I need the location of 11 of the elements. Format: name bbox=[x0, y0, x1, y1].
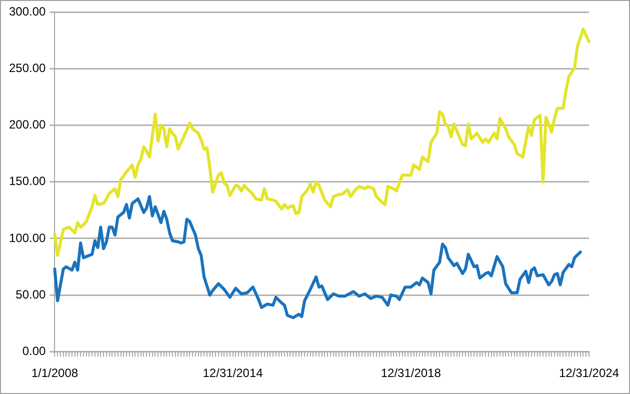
x-tick-label: 1/1/2008 bbox=[31, 366, 78, 380]
y-tick-label: 150.00 bbox=[9, 174, 46, 188]
x-tick-label: 12/31/2014 bbox=[202, 366, 264, 380]
y-tick-label: 0.00 bbox=[22, 344, 46, 358]
x-tick-label: 12/31/2018 bbox=[380, 366, 442, 380]
y-tick-label: 50.00 bbox=[16, 287, 46, 302]
y-tick-label: 200.00 bbox=[9, 118, 46, 132]
y-tick-label: 300.00 bbox=[9, 4, 46, 19]
y-tick-label: 100.00 bbox=[9, 230, 46, 245]
x-tick-label: 12/31/2024 bbox=[558, 366, 620, 380]
y-tick-label: 250.00 bbox=[9, 61, 46, 76]
